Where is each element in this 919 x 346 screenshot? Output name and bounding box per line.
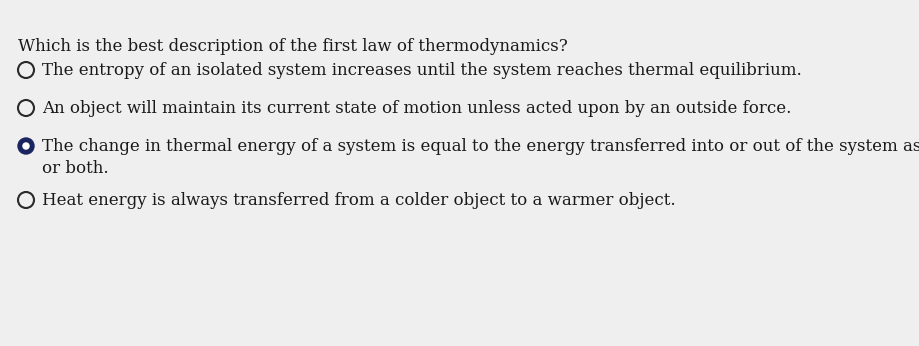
Circle shape — [18, 138, 34, 154]
Text: An object will maintain its current state of motion unless acted upon by an outs: An object will maintain its current stat… — [42, 100, 790, 117]
Text: Heat energy is always transferred from a colder object to a warmer object.: Heat energy is always transferred from a… — [42, 192, 675, 209]
Circle shape — [23, 143, 29, 149]
Text: Which is the best description of the first law of thermodynamics?: Which is the best description of the fir… — [18, 38, 567, 55]
Text: The entropy of an isolated system increases until the system reaches thermal equ: The entropy of an isolated system increa… — [42, 62, 800, 79]
Text: or both.: or both. — [42, 160, 108, 177]
Text: The change in thermal energy of a system is equal to the energy transferred into: The change in thermal energy of a system… — [42, 138, 919, 155]
